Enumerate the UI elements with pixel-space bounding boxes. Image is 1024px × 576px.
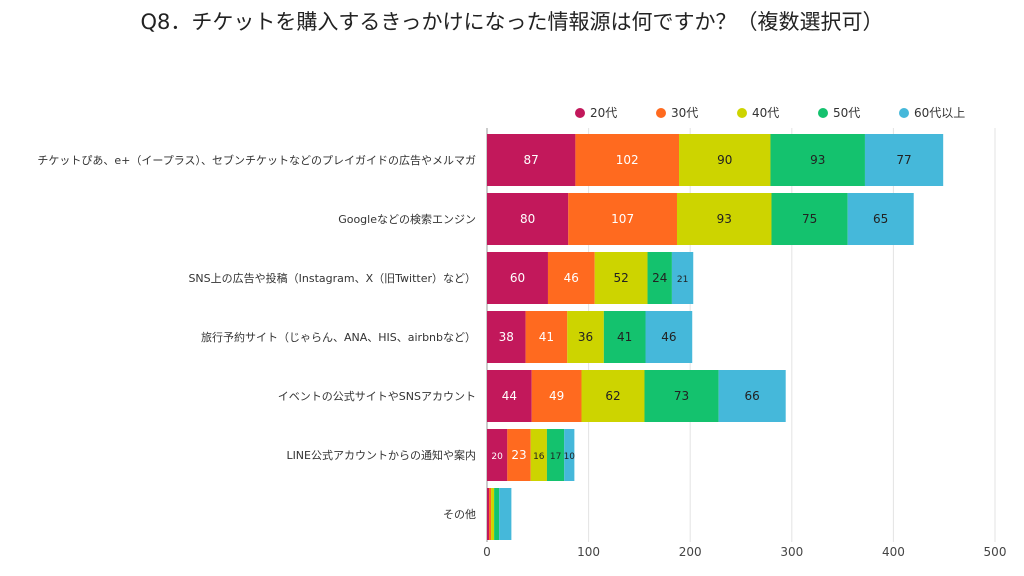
x-tick-label: 400 [882,545,905,559]
data-label: 46 [661,330,676,344]
bar-segment [499,488,512,540]
legend-swatch [899,108,909,118]
data-label: 46 [564,271,579,285]
x-tick-label: 0 [483,545,491,559]
data-label: 93 [810,153,825,167]
bar-segment [487,134,576,186]
bar-segment [603,311,646,363]
data-label: 16 [533,452,545,462]
data-label: 44 [502,389,517,403]
data-label: 107 [611,212,634,226]
data-label: 38 [499,330,514,344]
bar-segment [771,193,848,245]
bar-segment [487,311,526,363]
data-label: 93 [717,212,732,226]
bar-segment [581,370,645,422]
data-label: 21 [677,275,688,285]
data-label: 66 [745,389,760,403]
data-label: 17 [550,452,561,462]
data-label: 24 [652,271,667,285]
data-label: 23 [511,448,526,462]
bar-segment [644,370,719,422]
legend-swatch [656,108,666,118]
data-label: 49 [549,389,564,403]
category-label: LINE公式アカウントからの通知や案内 [286,448,476,462]
bar-segment [530,429,547,481]
data-label: 52 [613,271,628,285]
data-label: 36 [578,330,593,344]
bar-segment [847,193,914,245]
bar-segment [546,429,565,481]
bar-segment [487,488,490,540]
bar-segment [568,193,677,245]
data-label: 62 [605,389,620,403]
data-label: 65 [873,212,888,226]
legend-label: 50代 [833,106,860,120]
bar-segment [575,134,680,186]
legend-label: 60代以上 [914,106,965,120]
x-tick-label: 200 [679,545,702,559]
data-label: 73 [674,389,689,403]
category-label: イベントの公式サイトやSNSアカウント [278,390,476,403]
bar-segment [647,252,672,304]
data-label: 41 [539,330,554,344]
category-label: SNS上の広告や投稿（Instagram、X（旧Twitter）など） [188,271,476,285]
bar-segment [671,252,694,304]
data-label: 60 [510,271,525,285]
legend-label: 20代 [590,106,617,120]
bar-segment [531,370,582,422]
bar-segment [525,311,568,363]
data-label: 77 [896,153,911,167]
data-label: 102 [616,153,639,167]
category-label: Googleなどの検索エンジン [338,212,476,226]
bar-segment [487,193,569,245]
bar-segment [679,134,771,186]
bar-segment [494,488,500,540]
bar-segment [676,193,772,245]
chart-title: Q8．チケットを購入するきっかけになった情報源は何ですか？（複数選択可） [140,10,884,34]
legend-label: 30代 [671,106,698,120]
bar-segment [487,370,532,422]
bar-segment [718,370,786,422]
bar-segment [864,134,944,186]
x-tick-label: 300 [780,545,803,559]
legend-swatch [737,108,747,118]
data-label: 20 [491,452,503,462]
bar-segment [507,429,531,481]
data-label: 10 [564,452,576,462]
data-label: 90 [717,153,732,167]
data-label: 41 [617,330,632,344]
bar-segment [564,429,575,481]
category-label: その他 [443,508,476,521]
category-label: チケットぴあ、e+（イープラス）、セブンチケットなどのプレイガイドの広告やメルマ… [37,153,476,167]
bar-segment [547,252,595,304]
bar-segment [594,252,648,304]
x-tick-label: 100 [577,545,600,559]
x-tick-label: 500 [984,545,1007,559]
legend-label: 40代 [752,106,779,120]
bar-segment [487,252,548,304]
bar-segment [489,488,492,540]
legend-swatch [818,108,828,118]
data-label: 80 [520,212,535,226]
data-label: 87 [524,153,539,167]
bar-segment [770,134,865,186]
legend-swatch [575,108,585,118]
bar-segment [491,488,495,540]
bar-segment [487,429,508,481]
category-label: 旅行予約サイト（じゃらん、ANA、HIS、airbnbなど） [201,330,476,344]
bar-segment [567,311,604,363]
bar-segment [645,311,693,363]
data-label: 75 [802,212,817,226]
